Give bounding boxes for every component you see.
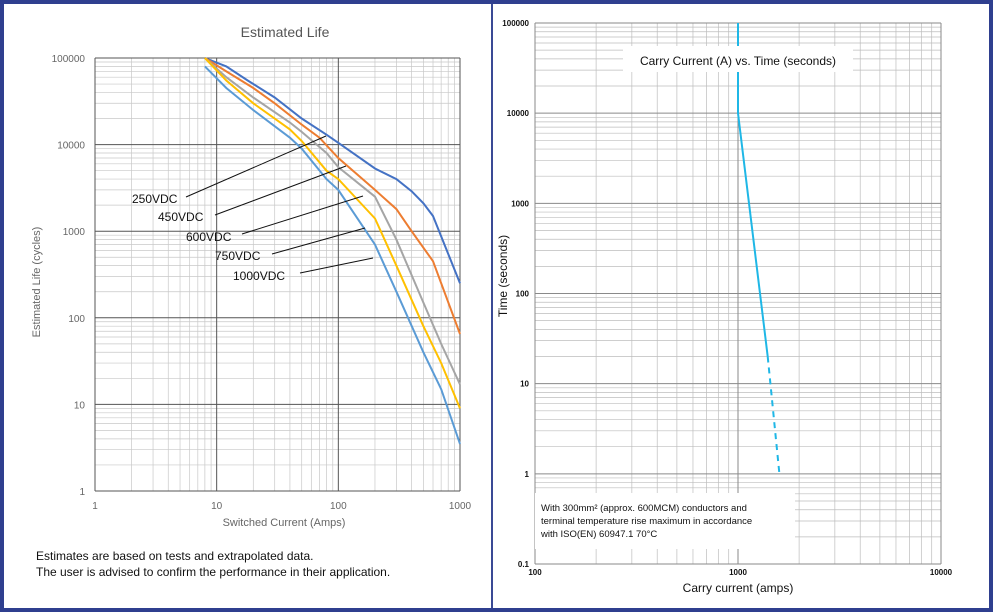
carry-curve-extrapolated — [766, 356, 781, 474]
series-label-600vdc: 600VDC — [186, 230, 232, 244]
x-tick-label: 100 — [330, 501, 347, 512]
right-x-axis-title: Carry current (amps) — [683, 581, 794, 595]
annotation-box — [535, 493, 795, 549]
series-label-leader — [271, 227, 366, 255]
series-line-600vdc — [204, 57, 461, 385]
x-tick-label: 10 — [211, 501, 223, 512]
series-line-250vdc — [204, 57, 461, 284]
series-label-leader — [214, 165, 347, 216]
x-tick-label: 1 — [92, 501, 98, 512]
x-tick-label: 1000 — [729, 568, 747, 577]
y-tick-label: 1000 — [511, 199, 529, 208]
y-tick-label: 1000 — [63, 227, 86, 238]
series-line-1000vdc — [204, 65, 461, 445]
left-y-axis-title: Estimated Life (cycles) — [31, 227, 43, 338]
series-label-leader — [241, 195, 364, 235]
series-label-1000vdc: 1000VDC — [233, 269, 285, 283]
right-chart-title: Carry Current (A) vs. Time (seconds) — [640, 54, 836, 68]
series-label-250vdc: 250VDC — [132, 192, 178, 206]
y-tick-label: 100000 — [52, 54, 86, 65]
y-tick-label: 100000 — [502, 19, 529, 28]
x-tick-label: 100 — [528, 568, 542, 577]
estimated-life-chart: Estimated Life Switched Current (Amps) E… — [31, 24, 472, 529]
annotation-line-2: terminal temperature rise maximum in acc… — [541, 516, 752, 527]
x-tick-label: 1000 — [449, 501, 472, 512]
series-line-750vdc — [204, 57, 461, 409]
y-tick-label: 100 — [516, 290, 530, 299]
annotation-line-1: With 300mm² (approx. 600MCM) conductors … — [541, 503, 747, 514]
chart-title-box — [623, 46, 853, 72]
y-tick-label: 10 — [74, 400, 86, 411]
right-y-axis-title: Time (seconds) — [496, 235, 510, 317]
series-line-450vdc — [204, 57, 461, 335]
left-x-axis-title: Switched Current (Amps) — [223, 517, 346, 529]
left-chart-title: Estimated Life — [241, 24, 330, 40]
panel-divider — [491, 4, 493, 608]
y-tick-label: 10000 — [57, 141, 85, 152]
carry-current-chart: Carry current (amps) Time (seconds) 100 1… — [496, 19, 953, 595]
y-tick-label: 1 — [79, 487, 85, 498]
series-label-750vdc: 750VDC — [215, 249, 261, 263]
y-tick-label: 10000 — [507, 109, 530, 118]
annotation-line-3: with ISO(EN) 60947.1 70°C — [540, 529, 657, 540]
series-label-450vdc: 450VDC — [158, 210, 204, 224]
series-label-leader — [299, 257, 374, 274]
series-label-leader — [185, 135, 327, 198]
x-tick-label: 10000 — [930, 568, 953, 577]
footnote-line-2: The user is advised to confirm the perfo… — [36, 565, 391, 579]
carry-curve — [737, 23, 769, 357]
footnote-line-1: Estimates are based on tests and extrapo… — [36, 549, 314, 563]
y-tick-label: 0.1 — [518, 560, 530, 569]
y-tick-label: 1 — [525, 470, 530, 479]
y-tick-label: 10 — [520, 380, 529, 389]
y-tick-label: 100 — [68, 314, 85, 325]
